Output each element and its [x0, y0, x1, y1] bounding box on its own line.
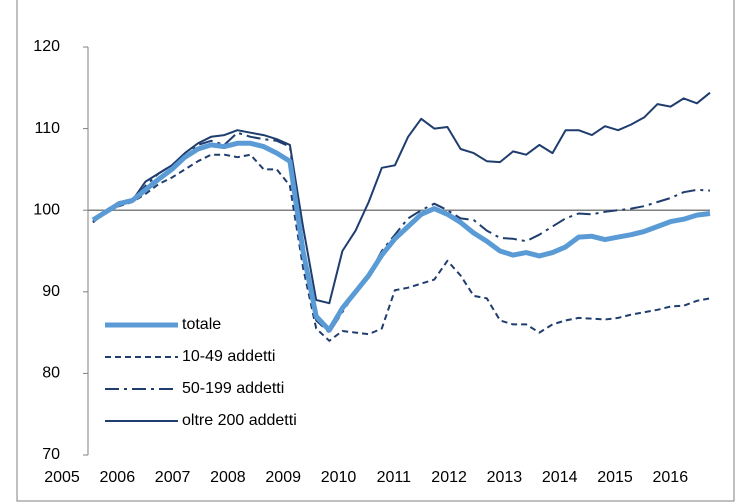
- x-tick-label: 2008: [210, 469, 246, 486]
- x-tick-label: 2007: [155, 469, 191, 486]
- y-tick-label: 90: [42, 283, 60, 300]
- x-tick-label: 2015: [597, 469, 633, 486]
- x-tick-label: 2009: [265, 469, 301, 486]
- series-line: [92, 131, 711, 334]
- x-tick-label: 2005: [44, 469, 80, 486]
- legend-label: 50-199 addetti: [182, 380, 284, 397]
- x-tick-label: 2006: [100, 469, 136, 486]
- x-tick-label: 2010: [321, 469, 357, 486]
- legend-label: oltre 200 addetti: [182, 412, 297, 429]
- y-tick-label: 100: [33, 201, 60, 218]
- series-line: [92, 153, 711, 342]
- series-line: [91, 140, 711, 333]
- series-line: [92, 91, 711, 305]
- x-tick-label: 2013: [487, 469, 523, 486]
- y-tick-label: 120: [33, 38, 60, 55]
- chart-frame: [16, 0, 735, 502]
- x-tick-label: 2011: [377, 469, 412, 486]
- legend-label: 10-49 addetti: [182, 348, 275, 365]
- y-tick-label: 80: [42, 365, 60, 382]
- x-tick-label: 2012: [431, 469, 467, 486]
- legend-label: totale: [182, 316, 221, 333]
- x-tick-label: 2016: [653, 469, 689, 486]
- x-tick-label: 2014: [542, 469, 578, 486]
- y-tick-label: 110: [34, 120, 60, 137]
- y-tick-label: 70: [42, 446, 60, 463]
